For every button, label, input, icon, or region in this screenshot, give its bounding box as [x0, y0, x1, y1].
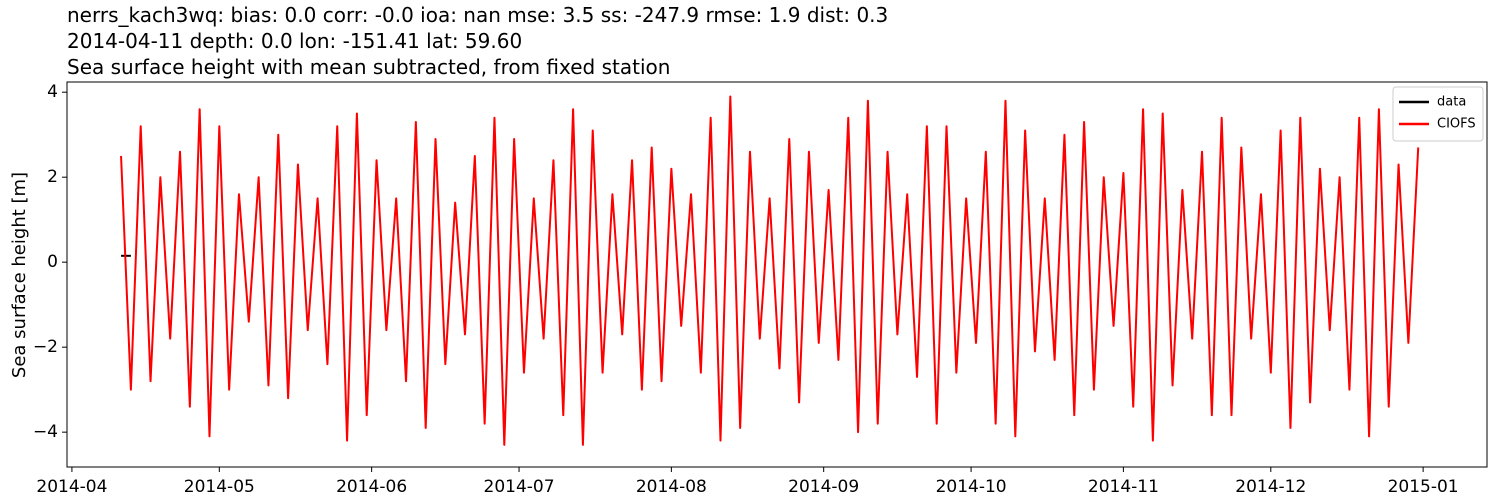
y-tick-label: 4	[47, 82, 58, 102]
y-tick-label: −4	[33, 422, 58, 442]
x-tick-label: 2015-01	[1388, 477, 1459, 497]
x-tick-label: 2014-09	[788, 477, 859, 497]
y-tick-label: 0	[47, 252, 58, 272]
title-line: nerrs_kach3wq: bias: 0.0 corr: -0.0 ioa:…	[67, 3, 888, 27]
y-tick-label: −2	[33, 337, 58, 357]
legend-label: CIOFS	[1437, 117, 1476, 132]
plot-frame	[66, 81, 1488, 468]
x-tick-label: 2014-11	[1088, 477, 1159, 497]
x-tick-label: 2014-05	[184, 477, 255, 497]
legend-box	[1392, 86, 1484, 142]
series-line	[120, 95, 1420, 446]
legend-label: data	[1437, 95, 1466, 110]
x-tick-label: 2014-07	[484, 477, 555, 497]
y-axis-label: Sea surface height [m]	[9, 172, 30, 378]
y-tick-label: 2	[47, 167, 58, 187]
title-line: 2014-04-11 depth: 0.0 lon: -151.41 lat: …	[67, 29, 522, 53]
x-tick-label: 2014-12	[1235, 477, 1306, 497]
x-tick-label: 2014-10	[936, 477, 1007, 497]
x-tick-label: 2014-06	[336, 477, 407, 497]
x-tick-label: 2014-04	[36, 477, 107, 497]
x-tick-label: 2014-08	[636, 477, 707, 497]
title-line: Sea surface height with mean subtracted,…	[67, 55, 670, 79]
